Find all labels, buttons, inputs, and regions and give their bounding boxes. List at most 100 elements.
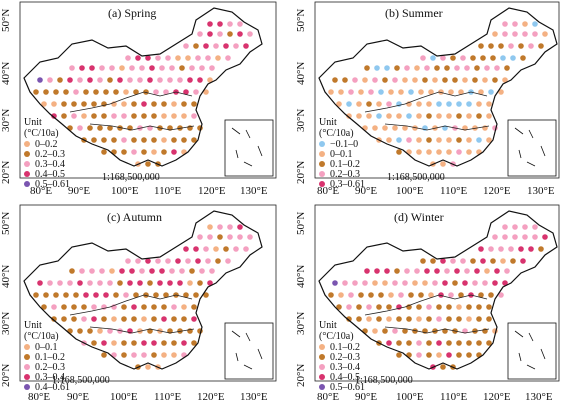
x-tick-label: 100°E xyxy=(396,391,424,403)
station-dot xyxy=(161,304,167,310)
station-dot xyxy=(191,304,197,310)
station-dot xyxy=(69,268,75,274)
station-dot xyxy=(171,316,177,322)
station-dot xyxy=(93,292,99,298)
station-dot xyxy=(79,268,85,274)
station-dot xyxy=(418,292,424,298)
station-dot xyxy=(61,316,67,322)
station-dot xyxy=(466,137,472,143)
map-summer xyxy=(314,1,560,179)
station-dot xyxy=(458,89,464,95)
station-dot xyxy=(145,258,151,264)
station-dot xyxy=(486,113,492,119)
station-dot xyxy=(67,77,73,83)
station-dot xyxy=(382,328,388,334)
station-dot xyxy=(131,101,137,107)
station-dot xyxy=(161,113,167,119)
map-winter xyxy=(314,204,560,382)
y-tick-label: 50°N xyxy=(295,8,307,32)
station-dot xyxy=(446,340,452,346)
station-dot xyxy=(502,224,508,230)
station-dot xyxy=(191,316,197,322)
station-dot xyxy=(478,292,484,298)
legend-label: 0.2–0.3 xyxy=(35,361,65,373)
station-dot xyxy=(462,77,468,83)
station-dot xyxy=(470,258,476,264)
station-dot xyxy=(83,292,89,298)
legend-dot xyxy=(24,161,30,167)
station-dot xyxy=(193,43,199,49)
station-dot xyxy=(502,77,508,83)
station-dot xyxy=(159,268,165,274)
station-dot xyxy=(366,101,372,107)
x-tick-label: 110°E xyxy=(154,185,182,197)
station-dot xyxy=(183,89,189,95)
x-tick-label: 120°E xyxy=(197,391,225,403)
station-dot xyxy=(163,292,169,298)
map-frame xyxy=(19,204,277,382)
station-dot xyxy=(161,352,167,358)
station-dot xyxy=(207,21,213,27)
station-dot xyxy=(101,149,107,155)
station-dot xyxy=(426,149,432,155)
station-dot xyxy=(464,268,470,274)
station-dot xyxy=(91,101,97,107)
station-dot xyxy=(352,280,358,286)
station-dot xyxy=(518,246,524,252)
station-dot xyxy=(171,113,177,119)
station-dot xyxy=(89,268,95,274)
station-dot xyxy=(440,364,446,370)
station-dot xyxy=(460,258,466,264)
legend-label: 0.3–0.61 xyxy=(330,178,365,190)
legend-row: 0.3–0.4 xyxy=(24,158,70,170)
station-dot xyxy=(171,101,177,107)
station-dot xyxy=(143,292,149,298)
station-dot xyxy=(438,89,444,95)
station-dot xyxy=(57,280,63,286)
station-dot xyxy=(446,316,452,322)
legend-label: 0.3–0.4 xyxy=(35,158,65,170)
station-dot xyxy=(356,316,362,322)
station-dot xyxy=(87,280,93,286)
station-dot xyxy=(538,43,544,49)
y-tick-label: 40°N xyxy=(0,264,12,288)
station-dot xyxy=(153,292,159,298)
station-dot xyxy=(528,246,534,252)
legend-label: 0.3–0.4 xyxy=(330,361,360,373)
station-dot xyxy=(209,65,215,71)
station-dot xyxy=(476,316,482,322)
station-dot xyxy=(426,340,432,346)
station-dot xyxy=(532,224,538,230)
station-dot xyxy=(416,304,422,310)
station-dot xyxy=(504,268,510,274)
station-dot xyxy=(101,340,107,346)
x-tick-label: 100°E xyxy=(110,391,138,403)
station-dot xyxy=(137,77,143,83)
station-dot xyxy=(386,137,392,143)
station-dot xyxy=(432,280,438,286)
station-dot xyxy=(476,304,482,310)
station-dot xyxy=(61,101,67,107)
legend-dot xyxy=(24,171,30,177)
station-dot xyxy=(141,316,147,322)
y-tick-label: 30°N xyxy=(295,108,307,132)
station-dot xyxy=(237,224,243,230)
station-dot xyxy=(133,89,139,95)
station-dot xyxy=(414,268,420,274)
y-tick-label: 30°N xyxy=(0,311,12,335)
river-line xyxy=(364,91,488,113)
station-dot xyxy=(406,340,412,346)
station-dot xyxy=(217,224,223,230)
legend-dot xyxy=(319,364,325,370)
station-dot xyxy=(362,77,368,83)
station-dot xyxy=(382,125,388,131)
station-dot xyxy=(153,89,159,95)
legend-label: 0.3–0.4 xyxy=(35,371,65,383)
station-dot xyxy=(97,280,103,286)
station-dot xyxy=(33,292,39,298)
station-dot xyxy=(446,149,452,155)
station-dot xyxy=(466,316,472,322)
station-dot xyxy=(51,113,57,119)
station-dot xyxy=(456,340,462,346)
x-tick-label: 120°E xyxy=(198,185,226,197)
